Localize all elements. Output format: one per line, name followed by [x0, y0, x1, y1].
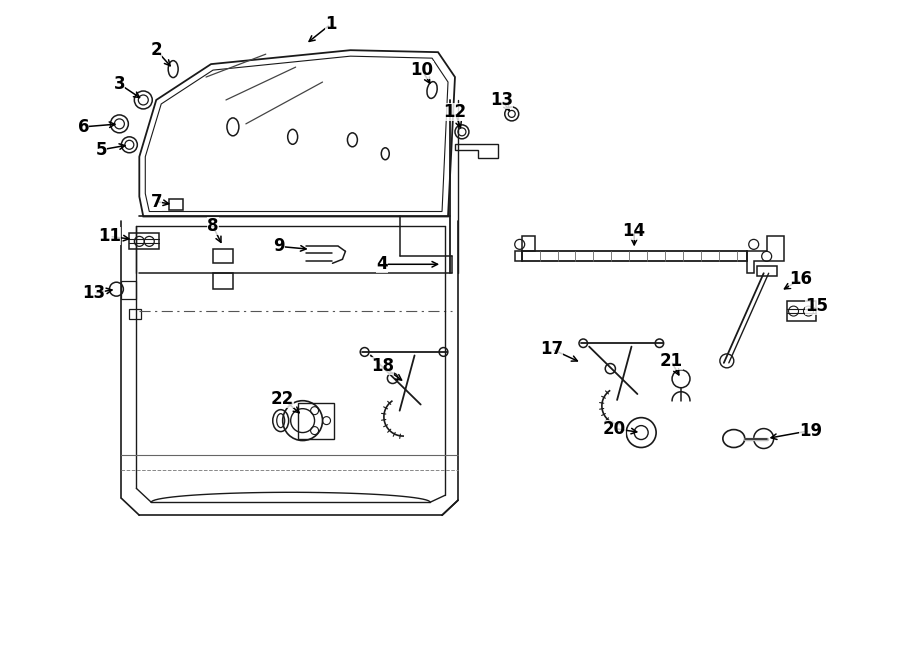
Text: 20: 20 — [603, 420, 625, 438]
Text: 12: 12 — [444, 103, 466, 121]
Text: 14: 14 — [623, 222, 646, 241]
Text: 6: 6 — [77, 118, 89, 136]
Text: 11: 11 — [98, 227, 121, 245]
Text: 21: 21 — [660, 352, 682, 370]
Text: 8: 8 — [207, 217, 219, 235]
Text: 15: 15 — [805, 297, 828, 315]
Ellipse shape — [626, 418, 656, 447]
Ellipse shape — [753, 428, 774, 449]
Text: 13: 13 — [82, 284, 105, 302]
Ellipse shape — [723, 430, 745, 447]
Text: 5: 5 — [95, 141, 107, 159]
Text: 18: 18 — [371, 357, 394, 375]
Text: 1: 1 — [325, 15, 337, 33]
Text: 22: 22 — [271, 390, 294, 408]
Text: 16: 16 — [789, 270, 812, 288]
Text: 9: 9 — [273, 237, 284, 255]
Text: 4: 4 — [376, 255, 388, 273]
Text: 2: 2 — [150, 41, 162, 59]
Text: 7: 7 — [150, 192, 162, 211]
Text: 19: 19 — [799, 422, 822, 440]
Text: 13: 13 — [491, 91, 513, 109]
Text: 17: 17 — [540, 340, 563, 358]
Text: 10: 10 — [410, 61, 434, 79]
Text: 3: 3 — [113, 75, 125, 93]
